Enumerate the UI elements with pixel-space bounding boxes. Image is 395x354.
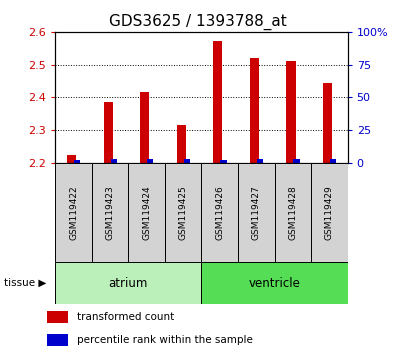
Bar — [165, 163, 201, 262]
Bar — [47, 311, 68, 323]
Bar — [104, 102, 113, 163]
Text: GSM119422: GSM119422 — [69, 185, 78, 240]
Text: GDS3625 / 1393788_at: GDS3625 / 1393788_at — [109, 14, 286, 30]
Bar — [293, 159, 300, 163]
Text: atrium: atrium — [109, 277, 148, 290]
Text: ventricle: ventricle — [248, 277, 301, 290]
Text: GSM119425: GSM119425 — [179, 185, 188, 240]
Bar — [128, 163, 165, 262]
Bar — [201, 163, 238, 262]
Text: tissue ▶: tissue ▶ — [4, 278, 46, 288]
Text: GSM119423: GSM119423 — [105, 185, 115, 240]
Bar — [177, 125, 186, 163]
Bar — [67, 155, 76, 163]
Bar — [311, 163, 348, 262]
Text: GSM119427: GSM119427 — [252, 185, 261, 240]
Text: GSM119429: GSM119429 — [325, 185, 334, 240]
Bar — [47, 334, 68, 346]
Bar — [330, 159, 336, 163]
Text: GSM119424: GSM119424 — [142, 185, 151, 240]
Bar — [55, 262, 201, 304]
Bar — [140, 92, 149, 163]
Bar — [92, 163, 128, 262]
Bar — [111, 159, 117, 163]
Bar — [275, 163, 311, 262]
Bar — [286, 61, 295, 163]
Text: percentile rank within the sample: percentile rank within the sample — [77, 335, 253, 345]
Bar — [184, 159, 190, 163]
Bar — [257, 159, 263, 163]
Bar — [213, 41, 222, 163]
Bar — [250, 58, 259, 163]
Bar — [220, 160, 227, 163]
Bar — [74, 160, 81, 163]
Bar — [238, 163, 275, 262]
Bar — [201, 262, 348, 304]
Text: GSM119426: GSM119426 — [215, 185, 224, 240]
Text: GSM119428: GSM119428 — [288, 185, 297, 240]
Text: transformed count: transformed count — [77, 312, 174, 322]
Bar — [147, 159, 154, 163]
Bar — [323, 82, 332, 163]
Bar — [55, 163, 92, 262]
